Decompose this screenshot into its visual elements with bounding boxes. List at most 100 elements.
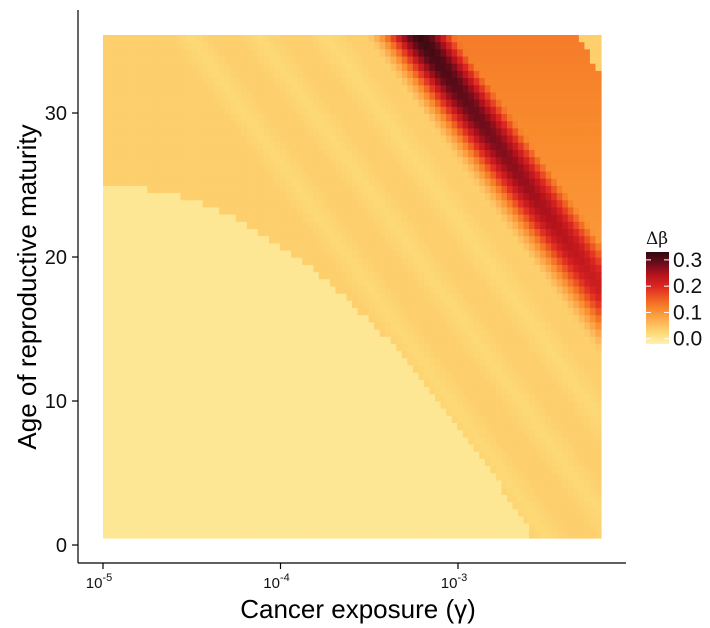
heatmap-cell: [545, 387, 552, 395]
heatmap-cell: [412, 63, 419, 72]
heatmap-cell: [374, 42, 381, 50]
heatmap-cell: [307, 78, 314, 86]
heatmap-cell: [589, 365, 597, 374]
heatmap-cell: [418, 221, 425, 230]
heatmap-cell: [490, 286, 497, 295]
heatmap-cell: [335, 214, 342, 223]
heatmap-cell: [108, 243, 115, 252]
heatmap-cell: [551, 329, 558, 338]
heatmap-cell: [158, 394, 165, 403]
heatmap-cell: [473, 49, 480, 58]
heatmap-cell: [340, 42, 348, 50]
heatmap-cell: [357, 99, 364, 108]
heatmap-cell: [186, 56, 193, 65]
heatmap-cell: [246, 279, 253, 288]
heatmap-cell: [147, 99, 154, 108]
heatmap-cell: [374, 221, 381, 230]
heatmap-cell: [374, 286, 381, 295]
heatmap-cell: [274, 430, 281, 438]
heatmap-cell: [523, 379, 530, 388]
heatmap-cell: [357, 300, 364, 309]
heatmap-cell: [556, 42, 563, 50]
heatmap-cell: [473, 343, 480, 352]
heatmap-cell: [324, 415, 331, 424]
heatmap-cell: [263, 336, 270, 345]
heatmap-cell: [567, 99, 574, 108]
heatmap-cell: [313, 430, 320, 438]
heatmap-cell: [357, 293, 364, 302]
heatmap-cell: [390, 92, 397, 101]
heatmap-cell: [468, 372, 475, 381]
heatmap-cell: [269, 85, 276, 94]
heatmap-cell: [158, 85, 165, 94]
heatmap-cell: [374, 121, 381, 130]
heatmap-cell: [318, 63, 325, 72]
heatmap-cell: [302, 193, 309, 201]
heatmap-cell: [584, 372, 591, 381]
heatmap-cell: [418, 85, 425, 94]
heatmap-cell: [562, 279, 569, 288]
heatmap-cell: [390, 193, 397, 201]
heatmap-cell: [257, 286, 265, 295]
heatmap-cell: [374, 351, 381, 359]
heatmap-cell: [307, 193, 314, 201]
heatmap-cell: [407, 401, 414, 410]
heatmap-cell: [174, 394, 182, 403]
heatmap-cell: [291, 379, 298, 388]
heatmap-cell: [435, 243, 442, 252]
heatmap-cell: [390, 293, 397, 302]
heatmap-cell: [401, 92, 408, 101]
heatmap-cell: [423, 42, 431, 50]
heatmap-cell: [191, 394, 198, 403]
heatmap-cell: [423, 250, 431, 259]
heatmap-cell: [219, 308, 226, 316]
heatmap-cell: [446, 221, 453, 230]
heatmap-cell: [324, 387, 331, 395]
heatmap-cell: [103, 243, 110, 252]
heatmap-cell: [523, 236, 530, 244]
heatmap-cell: [125, 128, 132, 137]
heatmap-cell: [285, 351, 292, 359]
heatmap-cell: [423, 315, 431, 324]
heatmap-cell: [446, 78, 453, 86]
heatmap-cell: [385, 250, 392, 259]
heatmap-cell: [158, 221, 165, 230]
heatmap-cell: [534, 221, 541, 230]
heatmap-cell: [390, 63, 397, 72]
heatmap-cell: [213, 379, 220, 388]
heatmap-cell: [357, 415, 364, 424]
heatmap-cell: [435, 128, 442, 137]
heatmap-cell: [412, 221, 419, 230]
heatmap-cell: [479, 279, 486, 288]
heatmap-cell: [252, 250, 259, 259]
heatmap-cell: [141, 78, 148, 86]
heatmap-cell: [180, 35, 187, 43]
heatmap-cell: [573, 379, 580, 388]
heatmap-cell: [169, 35, 176, 43]
heatmap-cell: [479, 272, 486, 280]
heatmap-cell: [246, 56, 253, 65]
heatmap-cell: [246, 193, 253, 201]
heatmap-cell: [551, 207, 558, 216]
heatmap-cell: [357, 264, 364, 273]
heatmap-cell: [197, 286, 204, 295]
heatmap-cell: [573, 35, 580, 43]
heatmap-cell: [313, 49, 320, 58]
heatmap-cell: [534, 193, 541, 201]
heatmap-cell: [379, 336, 386, 345]
heatmap-cell: [307, 49, 314, 58]
heatmap-cell: [340, 257, 348, 266]
heatmap-cell: [219, 272, 226, 280]
heatmap-cell: [163, 372, 170, 381]
heatmap-cell: [163, 164, 170, 173]
heatmap-cell: [263, 164, 270, 173]
heatmap-cell: [186, 387, 193, 395]
heatmap-cell: [191, 164, 198, 173]
heatmap-cell: [141, 379, 148, 388]
heatmap-cell: [529, 372, 536, 381]
heatmap-cell: [523, 106, 530, 115]
heatmap-cell: [451, 114, 458, 122]
heatmap-cell: [307, 272, 314, 280]
heatmap-cell: [595, 92, 602, 101]
heatmap-cell: [280, 372, 287, 381]
